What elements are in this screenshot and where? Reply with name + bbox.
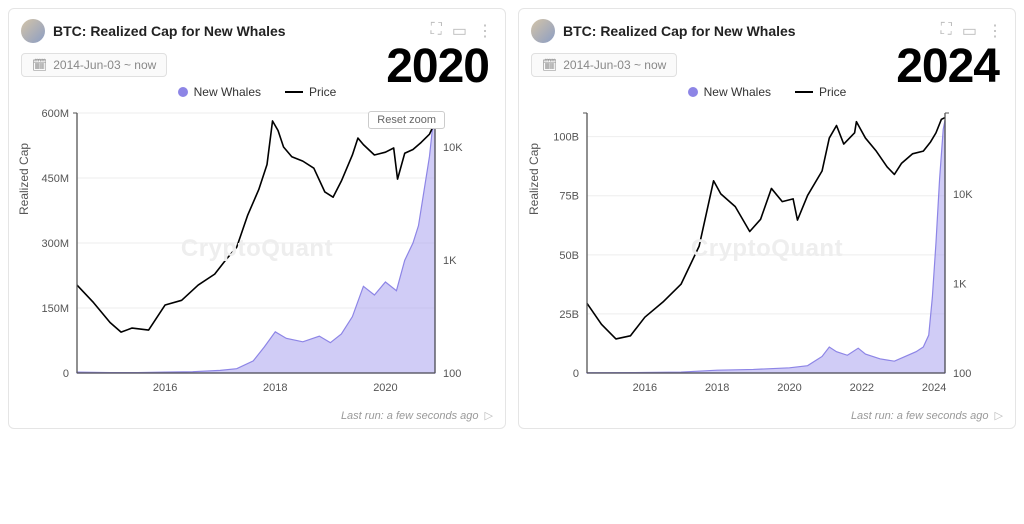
svg-text:50B: 50B	[559, 250, 579, 262]
svg-text:600M: 600M	[41, 108, 69, 120]
svg-text:450M: 450M	[41, 173, 69, 185]
date-range-text: 2014-Jun-03 ~ now	[563, 58, 666, 72]
svg-text:75B: 75B	[559, 191, 579, 203]
svg-text:0: 0	[63, 368, 69, 380]
svg-text:2016: 2016	[633, 382, 657, 394]
calendar-icon: 🗓	[32, 58, 47, 72]
chart-title: BTC: Realized Cap for New Whales	[563, 23, 933, 39]
svg-text:2022: 2022	[850, 382, 874, 394]
legend-item-whales: New Whales	[178, 85, 261, 99]
legend-item-price: Price	[285, 85, 336, 99]
reset-zoom-button[interactable]: Reset zoom	[368, 111, 445, 129]
last-run-text: Last run: a few seconds ago	[341, 410, 479, 422]
chart-card: BTC: Realized Cap for New Whales ⛶ ▭ ⋮ 🗓…	[8, 8, 506, 429]
svg-text:0: 0	[573, 368, 579, 380]
more-icon[interactable]: ⋮	[477, 21, 493, 41]
card-footer: Last run: a few seconds ago ▷	[21, 409, 493, 422]
card-footer: Last run: a few seconds ago ▷	[531, 409, 1003, 422]
panel-icon[interactable]: ▭	[962, 21, 977, 41]
svg-text:2020: 2020	[777, 382, 801, 394]
year-label: 2020	[386, 43, 489, 91]
avatar	[531, 19, 555, 43]
svg-text:2016: 2016	[153, 382, 177, 394]
chart-card: BTC: Realized Cap for New Whales ⛶ ▭ ⋮ 🗓…	[518, 8, 1016, 429]
legend-label: New Whales	[194, 85, 261, 99]
legend-label: Price	[309, 85, 336, 99]
svg-text:1K: 1K	[443, 255, 457, 267]
last-run-text: Last run: a few seconds ago	[851, 410, 989, 422]
legend-dot-icon	[688, 87, 698, 97]
legend-line-icon	[795, 91, 813, 93]
legend-label: Price	[819, 85, 846, 99]
y-axis-label: Realized Cap	[17, 143, 31, 215]
year-label: 2024	[896, 43, 999, 91]
svg-text:100: 100	[443, 368, 461, 380]
chart-area[interactable]: Realized Cap CryptoQuant Reset zoom 0150…	[21, 105, 493, 405]
svg-text:100B: 100B	[553, 132, 579, 144]
play-icon[interactable]: ▷	[995, 409, 1003, 422]
svg-text:2024: 2024	[922, 382, 946, 394]
panel-icon[interactable]: ▭	[452, 21, 467, 41]
more-icon[interactable]: ⋮	[987, 21, 1003, 41]
legend-item-whales: New Whales	[688, 85, 771, 99]
legend-label: New Whales	[704, 85, 771, 99]
avatar	[21, 19, 45, 43]
svg-text:100: 100	[953, 368, 971, 380]
chart-title: BTC: Realized Cap for New Whales	[53, 23, 423, 39]
svg-text:2018: 2018	[263, 382, 287, 394]
y-axis-label: Realized Cap	[527, 143, 541, 215]
svg-text:150M: 150M	[41, 303, 69, 315]
fullscreen-icon[interactable]: ⛶	[941, 21, 952, 41]
svg-text:25B: 25B	[559, 309, 579, 321]
play-icon[interactable]: ▷	[485, 409, 493, 422]
svg-text:10K: 10K	[953, 189, 973, 201]
chart-area[interactable]: Realized Cap CryptoQuant 025B50B75B100B1…	[531, 105, 1003, 405]
date-range-pill[interactable]: 🗓 2014-Jun-03 ~ now	[531, 53, 677, 77]
legend-item-price: Price	[795, 85, 846, 99]
svg-text:2018: 2018	[705, 382, 729, 394]
svg-text:1K: 1K	[953, 278, 967, 290]
legend-dot-icon	[178, 87, 188, 97]
svg-text:300M: 300M	[41, 238, 69, 250]
svg-text:10K: 10K	[443, 142, 463, 154]
legend-line-icon	[285, 91, 303, 93]
date-range-text: 2014-Jun-03 ~ now	[53, 58, 156, 72]
svg-text:2020: 2020	[373, 382, 397, 394]
calendar-icon: 🗓	[542, 58, 557, 72]
fullscreen-icon[interactable]: ⛶	[431, 21, 442, 41]
date-range-pill[interactable]: 🗓 2014-Jun-03 ~ now	[21, 53, 167, 77]
